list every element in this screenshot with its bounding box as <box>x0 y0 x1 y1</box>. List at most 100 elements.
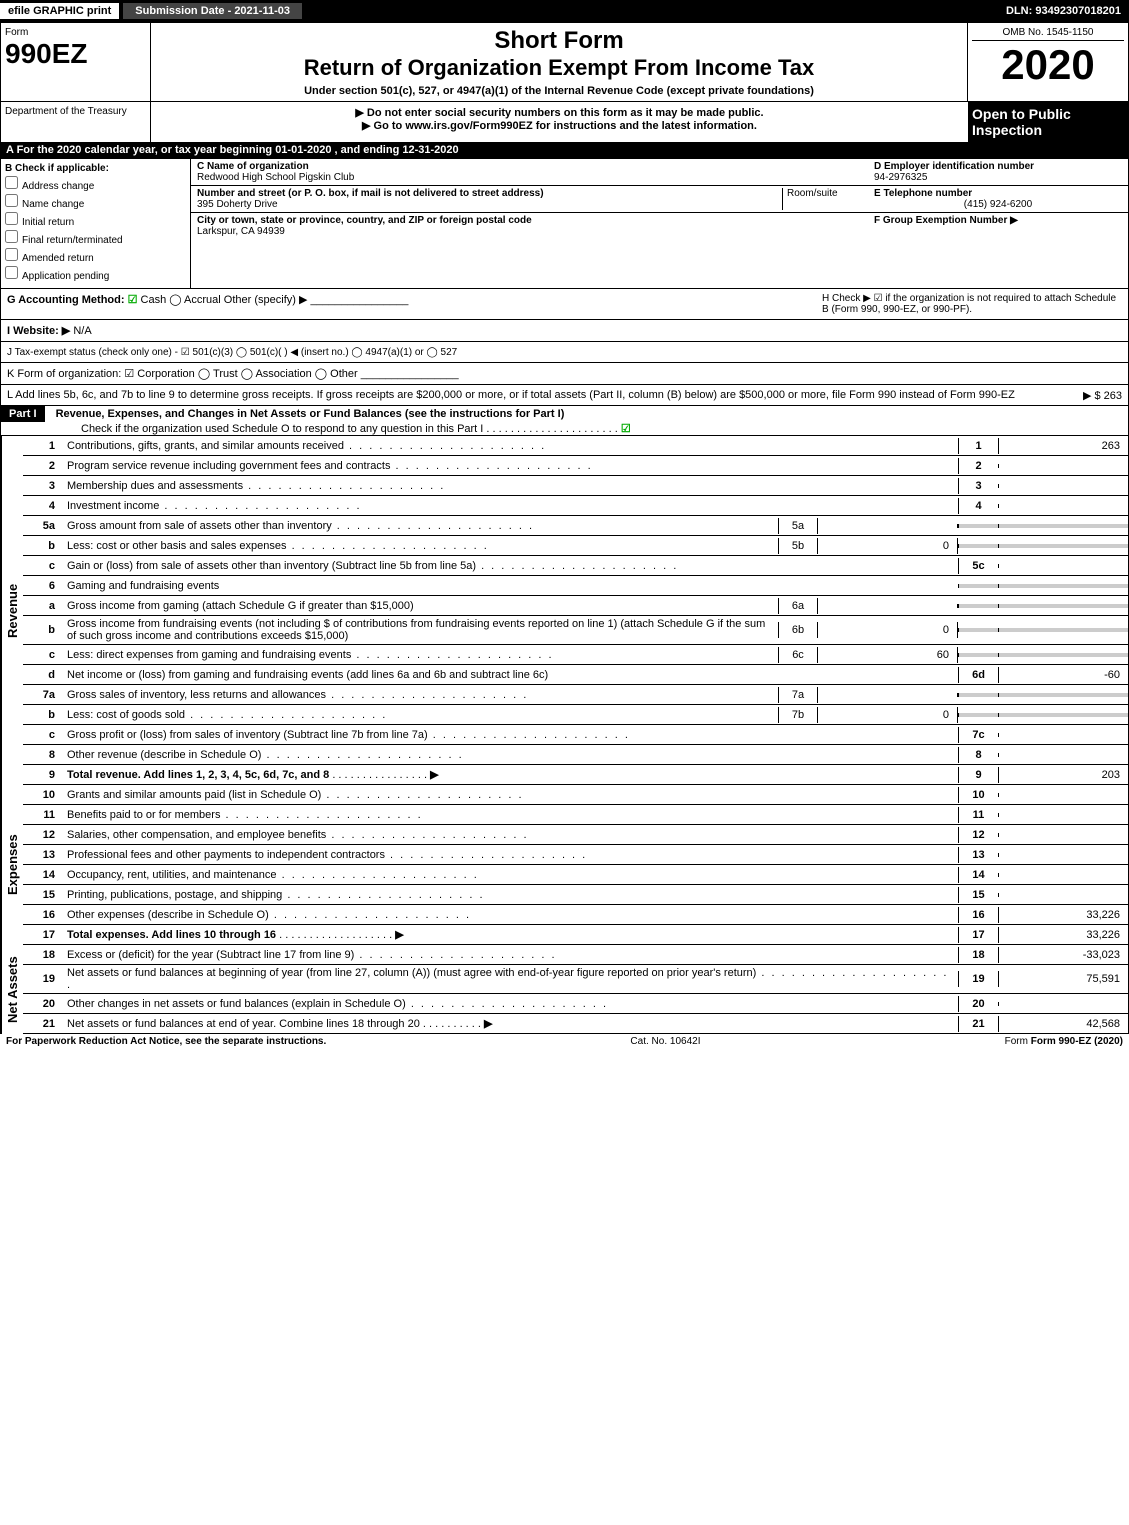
phone: (415) 924-6200 <box>874 199 1122 210</box>
room-label: Room/suite <box>787 188 838 199</box>
section-f: F Group Exemption Number ▶ <box>868 213 1128 228</box>
i-label: I Website: ▶ <box>7 325 70 337</box>
l-label: L Add lines 5b, 6c, and 7b to line 9 to … <box>7 389 1015 401</box>
form-number: 990EZ <box>5 38 146 70</box>
row-k: K Form of organization: ☑ Corporation ◯ … <box>0 363 1129 385</box>
under-section-text: Under section 501(c), 527, or 4947(a)(1)… <box>155 85 963 97</box>
b-label: B Check if applicable: <box>5 163 186 174</box>
notices: ▶ Do not enter social security numbers o… <box>151 102 968 142</box>
line-5c: c Gain or (loss) from sale of assets oth… <box>23 556 1129 576</box>
checkbox-address-change[interactable]: Address change <box>5 176 186 192</box>
footer-left: For Paperwork Reduction Act Notice, see … <box>6 1036 326 1047</box>
arrow-icon: ▶ <box>484 1018 492 1030</box>
line-19: 19 Net assets or fund balances at beginn… <box>23 965 1129 994</box>
sections-def: D Employer identification number 94-2976… <box>868 159 1128 288</box>
line-15: 15 Printing, publications, postage, and … <box>23 885 1129 905</box>
omb-number: OMB No. 1545-1150 <box>972 27 1124 41</box>
line-13: 13 Professional fees and other payments … <box>23 845 1129 865</box>
line-5b: b Less: cost or other basis and sales ex… <box>23 536 1129 556</box>
year-block: OMB No. 1545-1150 2020 <box>968 23 1128 101</box>
netassets-section: Net Assets 18 Excess or (deficit) for th… <box>0 945 1129 1034</box>
line-14: 14 Occupancy, rent, utilities, and maint… <box>23 865 1129 885</box>
part1-title: Revenue, Expenses, and Changes in Net As… <box>48 408 565 420</box>
row-j: J Tax-exempt status (check only one) - ☑… <box>0 342 1129 363</box>
g-label: G Accounting Method: <box>7 294 125 306</box>
arrow-icon: ▶ <box>395 929 403 941</box>
short-form-title: Short Form <box>155 27 963 55</box>
line-16: 16 Other expenses (describe in Schedule … <box>23 905 1129 925</box>
info-section: B Check if applicable: Address change Na… <box>0 158 1129 289</box>
line-12: 12 Salaries, other compensation, and emp… <box>23 825 1129 845</box>
line-2: 2 Program service revenue including gove… <box>23 456 1129 476</box>
tax-year: 2020 <box>972 41 1124 89</box>
revenue-section: Revenue 1 Contributions, gifts, grants, … <box>0 436 1129 785</box>
return-title: Return of Organization Exempt From Incom… <box>155 55 963 81</box>
line-7b: b Less: cost of goods sold 7b 0 <box>23 705 1129 725</box>
expenses-section: Expenses 10 Grants and similar amounts p… <box>0 785 1129 945</box>
row-i: I Website: ▶ N/A <box>0 320 1129 342</box>
open-public-label: Open to Public Inspection <box>968 102 1128 142</box>
line-18: 18 Excess or (deficit) for the year (Sub… <box>23 945 1129 965</box>
checkbox-final-return[interactable]: Final return/terminated <box>5 230 186 246</box>
submission-date: Submission Date - 2021-11-03 <box>123 3 302 19</box>
line-10: 10 Grants and similar amounts paid (list… <box>23 785 1129 805</box>
line-7a: 7a Gross sales of inventory, less return… <box>23 685 1129 705</box>
line-6a: a Gross income from gaming (attach Sched… <box>23 596 1129 616</box>
part1-checked-icon: ☑ <box>621 423 631 435</box>
footer: For Paperwork Reduction Act Notice, see … <box>0 1034 1129 1049</box>
f-label: F Group Exemption Number ▶ <box>874 215 1018 226</box>
org-name-row: C Name of organization Redwood High Scho… <box>191 159 868 186</box>
org-street: 395 Doherty Drive <box>197 199 278 210</box>
org-name: Redwood High School Pigskin Club <box>197 172 354 183</box>
line-3: 3 Membership dues and assessments 3 <box>23 476 1129 496</box>
efile-label: efile GRAPHIC print <box>0 3 119 19</box>
form-header: Form 990EZ Short Form Return of Organiza… <box>0 22 1129 102</box>
expenses-vert-label: Expenses <box>1 785 23 945</box>
line-9: 9 Total revenue. Add lines 1, 2, 3, 4, 5… <box>23 765 1129 785</box>
line-6c: c Less: direct expenses from gaming and … <box>23 645 1129 665</box>
line-8: 8 Other revenue (describe in Schedule O)… <box>23 745 1129 765</box>
section-h: H Check ▶ ☑ if the organization is not r… <box>822 293 1122 315</box>
part1-label: Part I <box>1 406 45 422</box>
footer-center: Cat. No. 10642I <box>326 1036 1004 1047</box>
ein: 94-2976325 <box>874 172 927 183</box>
org-city: Larkspur, CA 94939 <box>197 226 285 237</box>
revenue-vert-label: Revenue <box>1 436 23 785</box>
top-bar: efile GRAPHIC print Submission Date - 20… <box>0 0 1129 22</box>
org-street-row: Number and street (or P. O. box, if mail… <box>191 186 868 213</box>
line-6b: b Gross income from fundraising events (… <box>23 616 1129 645</box>
line-20: 20 Other changes in net assets or fund b… <box>23 994 1129 1014</box>
section-c: C Name of organization Redwood High Scho… <box>191 159 868 288</box>
website-value: N/A <box>73 325 91 337</box>
row-l: L Add lines 5b, 6c, and 7b to line 9 to … <box>0 385 1129 406</box>
line-1: 1 Contributions, gifts, grants, and simi… <box>23 436 1129 456</box>
notice-link: ▶ Go to www.irs.gov/Form990EZ for instru… <box>155 119 964 132</box>
line-17: 17 Total expenses. Add lines 10 through … <box>23 925 1129 945</box>
line-4: 4 Investment income 4 <box>23 496 1129 516</box>
checkbox-initial-return[interactable]: Initial return <box>5 212 186 228</box>
notice-row: Department of the Treasury ▶ Do not ente… <box>0 102 1129 142</box>
c-name-label: C Name of organization <box>197 161 309 172</box>
line-7c: c Gross profit or (loss) from sales of i… <box>23 725 1129 745</box>
dept-label: Department of the Treasury <box>1 102 151 142</box>
form-title-block: Short Form Return of Organization Exempt… <box>151 23 968 101</box>
footer-right: Form Form 990-EZ (2020) <box>1005 1036 1123 1047</box>
section-d: D Employer identification number 94-2976… <box>868 159 1128 186</box>
checkbox-amended-return[interactable]: Amended return <box>5 248 186 264</box>
org-city-row: City or town, state or province, country… <box>191 213 868 239</box>
form-id-block: Form 990EZ <box>1 23 151 101</box>
dln-number: DLN: 93492307018201 <box>998 3 1129 19</box>
checkbox-name-change[interactable]: Name change <box>5 194 186 210</box>
line-6d: d Net income or (loss) from gaming and f… <box>23 665 1129 685</box>
arrow-icon: ▶ <box>430 769 438 781</box>
check-icon: ☑ <box>128 294 138 306</box>
period-bar: A For the 2020 calendar year, or tax yea… <box>0 142 1129 158</box>
city-label: City or town, state or province, country… <box>197 215 532 226</box>
line-5a: 5a Gross amount from sale of assets othe… <box>23 516 1129 536</box>
k-label: K Form of organization: ☑ Corporation ◯ … <box>7 368 358 380</box>
checkbox-application-pending[interactable]: Application pending <box>5 266 186 282</box>
form-label: Form <box>5 27 146 38</box>
e-label: E Telephone number <box>874 188 972 199</box>
row-gh: G Accounting Method: ☑ Cash ◯ Accrual Ot… <box>0 289 1129 320</box>
part1-header-row: Part I Revenue, Expenses, and Changes in… <box>0 406 1129 436</box>
